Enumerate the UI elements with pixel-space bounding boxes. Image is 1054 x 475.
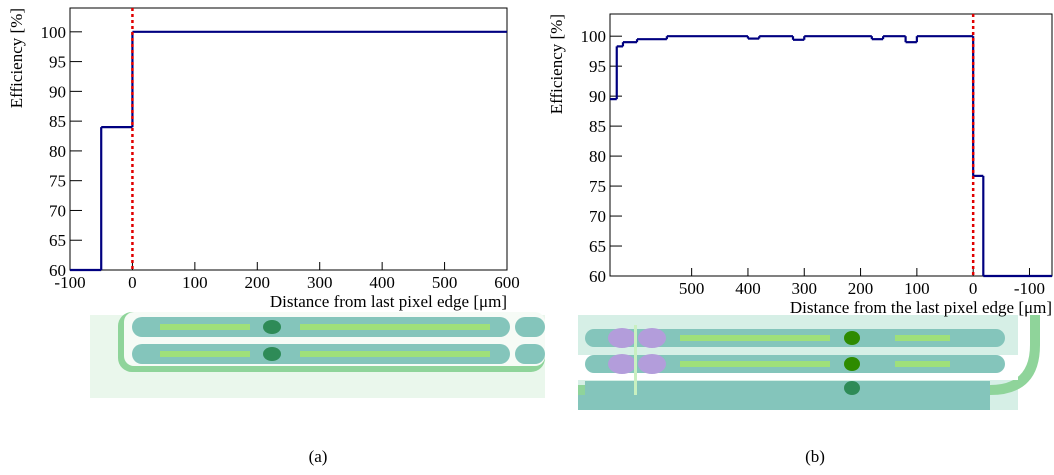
caption: (b) — [805, 447, 825, 466]
x-tick-label: 300 — [307, 273, 333, 292]
x-tick-label: 0 — [128, 273, 137, 292]
y-tick-label: 75 — [589, 177, 606, 196]
x-tick-label: 100 — [182, 273, 208, 292]
y-tick-label: 95 — [49, 53, 66, 72]
sensor-drawing-a — [90, 312, 545, 398]
y-tick-label: 65 — [49, 231, 66, 250]
y-axis-label: Efficiency [%] — [547, 14, 566, 114]
y-axis-label: Efficiency [%] — [7, 8, 26, 108]
y-tick-label: 70 — [49, 201, 66, 220]
y-tick-label: 100 — [41, 23, 67, 42]
y-tick-label: 60 — [49, 261, 66, 280]
sensor-drawing-b — [578, 315, 1040, 410]
caption: (a) — [309, 447, 328, 466]
y-tick-label: 80 — [589, 147, 606, 166]
x-tick-label: 500 — [432, 273, 458, 292]
plot-frame — [69, 7, 508, 271]
y-tick-label: 85 — [49, 112, 66, 131]
y-tick-label: 70 — [589, 207, 606, 226]
y-tick-label: 90 — [589, 87, 606, 106]
x-tick-label: 0 — [969, 279, 978, 298]
x-tick-label: 400 — [735, 279, 761, 298]
plot-frame — [609, 13, 1053, 277]
x-tick-label: 100 — [904, 279, 930, 298]
x-tick-label: 400 — [369, 273, 395, 292]
y-tick-label: 95 — [589, 57, 606, 76]
x-tick-label: -100 — [1014, 279, 1045, 298]
x-axis-label: Distance from the last pixel edge [μm] — [790, 298, 1052, 317]
y-tick-label: 90 — [49, 82, 66, 101]
y-tick-label: 75 — [49, 172, 66, 191]
x-tick-label: 300 — [792, 279, 818, 298]
x-tick-label: 500 — [679, 279, 705, 298]
y-tick-label: 85 — [589, 117, 606, 136]
y-tick-label: 60 — [589, 267, 606, 286]
x-tick-label: 200 — [848, 279, 874, 298]
x-tick-label: 200 — [245, 273, 271, 292]
x-axis-label: Distance from last pixel edge [μm] — [270, 292, 507, 311]
x-tick-label: -100 — [54, 273, 85, 292]
x-tick-label: 600 — [494, 273, 520, 292]
y-tick-label: 65 — [589, 237, 606, 256]
y-tick-label: 100 — [581, 27, 607, 46]
y-tick-label: 80 — [49, 142, 66, 161]
